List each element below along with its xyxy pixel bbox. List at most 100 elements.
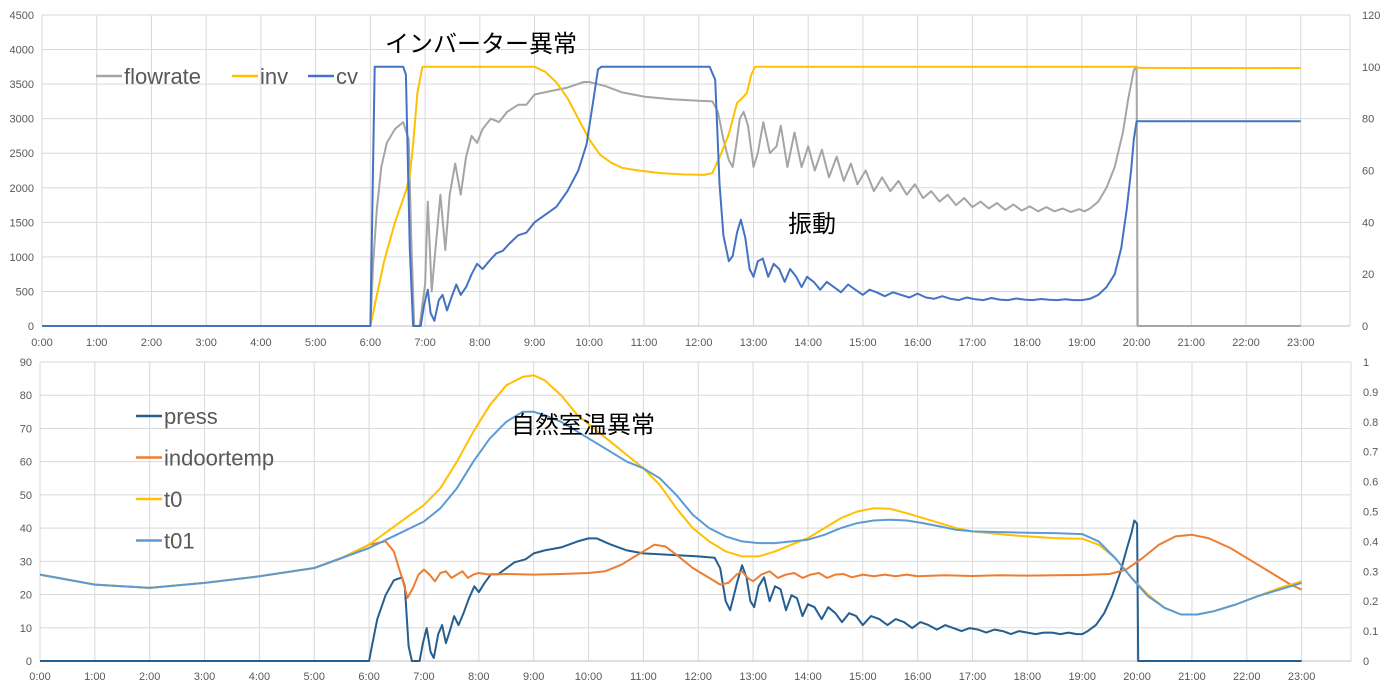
legend: press indoortemp t0 t01 — [136, 404, 274, 554]
x-tick-label: 21:00 — [1178, 671, 1206, 683]
x-tick-label: 20:00 — [1123, 671, 1151, 683]
annotation-text: 振動 — [788, 210, 836, 238]
legend-label-t0: t0 — [164, 487, 182, 512]
x-tick-label: 16:00 — [904, 337, 932, 349]
y2-tick-label: 0.6 — [1363, 477, 1378, 489]
x-tick-label: 13:00 — [739, 671, 767, 683]
x-tick-label: 9:00 — [523, 671, 544, 683]
x-tick-label: 23:00 — [1288, 671, 1316, 683]
x-tick-label: 15:00 — [849, 671, 877, 683]
x-tick-label: 10:00 — [575, 671, 603, 683]
y-tick-label: 20 — [20, 590, 32, 602]
x-tick-label: 7:00 — [413, 671, 434, 683]
x-tick-label: 18:00 — [1014, 671, 1042, 683]
y2-tick-label: 80 — [1362, 114, 1374, 126]
y-tick-label: 1000 — [10, 252, 34, 264]
y-tick-label: 0 — [28, 321, 34, 333]
legend-label-flowrate: flowrate — [124, 64, 201, 89]
x-tick-label: 22:00 — [1232, 337, 1260, 349]
x-tick-label: 13:00 — [740, 337, 768, 349]
series-line-t01 — [39, 410, 1302, 616]
y-tick-label: 10 — [20, 623, 32, 635]
y2-tick-label: 0.1 — [1363, 626, 1378, 638]
y-tick-label: 500 — [16, 286, 34, 298]
x-tick-label: 6:00 — [360, 337, 381, 349]
x-tick-label: 3:00 — [194, 671, 215, 683]
y2-tick-label: 40 — [1362, 217, 1374, 229]
x-tick-label: 5:00 — [304, 671, 325, 683]
x-tick-label: 3:00 — [195, 337, 216, 349]
x-tick-label: 2:00 — [141, 337, 162, 349]
legend-label-press: press — [164, 404, 218, 429]
y2-tick-label: 0.5 — [1363, 507, 1378, 519]
annotation-text: 自然室温異常 — [511, 411, 655, 439]
x-tick-label: 23:00 — [1287, 337, 1315, 349]
x-tick-label: 12:00 — [684, 671, 712, 683]
y-tick-label: 50 — [20, 490, 32, 502]
y2-tick-label: 0.8 — [1363, 417, 1378, 429]
y2-tick-label: 0.4 — [1363, 536, 1378, 548]
y2-tick-label: 120 — [1362, 10, 1380, 22]
x-tick-label: 19:00 — [1068, 337, 1096, 349]
y-tick-label: 30 — [20, 556, 32, 568]
y2-tick-label: 0.9 — [1363, 387, 1378, 399]
x-tick-label: 0:00 — [29, 671, 50, 683]
y2-tick-label: 0 — [1362, 321, 1368, 333]
x-tick-label: 4:00 — [250, 337, 271, 349]
x-tick-label: 5:00 — [305, 337, 326, 349]
y-tick-label: 2500 — [10, 148, 34, 160]
x-tick-label: 17:00 — [959, 671, 987, 683]
legend-label-t01: t01 — [164, 529, 195, 554]
y-tick-label: 70 — [20, 423, 32, 435]
plot-area: 0 10 20 30 40 50 60 70 80 90 0 0.1 0.2 0.3 0.4 0.5 0.6 0.… — [20, 357, 1379, 683]
legend-label-inv: inv — [260, 64, 288, 89]
series-line-flowrate — [42, 65, 1301, 327]
x-tick-label: 20:00 — [1123, 337, 1151, 349]
y2-tick-label: 0 — [1363, 656, 1369, 668]
x-tick-label: 8:00 — [468, 671, 489, 683]
x-tick-label: 22:00 — [1233, 671, 1261, 683]
x-tick-label: 16:00 — [904, 671, 932, 683]
y2-tick-label: 0.7 — [1363, 447, 1378, 459]
chart-bottom-press-temps: 0 10 20 30 40 50 60 70 80 90 0 0.1 0.2 0.3 0.4 0.5 0.6 0.… — [20, 357, 1379, 683]
x-tick-label: 1:00 — [84, 671, 105, 683]
y-tick-label: 80 — [20, 390, 32, 402]
x-tick-label: 8:00 — [469, 337, 490, 349]
x-tick-label: 7:00 — [414, 337, 435, 349]
y-tick-label: 40 — [20, 523, 32, 535]
y-tick-label: 90 — [20, 357, 32, 369]
x-tick-label: 17:00 — [959, 337, 987, 349]
y-tick-label: 4000 — [10, 45, 34, 57]
legend-label-indoortemp: indoortemp — [164, 446, 274, 471]
legend: flowrate inv cv — [96, 64, 358, 89]
x-tick-label: 14:00 — [794, 337, 822, 349]
annotation-text: インバーター異常 — [385, 30, 577, 58]
legend-label-cv: cv — [336, 64, 358, 89]
x-tick-label: 11:00 — [630, 671, 657, 683]
y2-tick-label: 0.3 — [1363, 566, 1378, 578]
y-tick-label: 2000 — [10, 183, 34, 195]
x-tick-label: 2:00 — [139, 671, 160, 683]
x-tick-label: 10:00 — [576, 337, 604, 349]
y-tick-label: 3500 — [10, 79, 34, 91]
x-tick-label: 15:00 — [849, 337, 877, 349]
x-tick-label: 4:00 — [249, 671, 270, 683]
series-line-cv — [42, 65, 1301, 327]
x-tick-label: 1:00 — [86, 337, 107, 349]
y-tick-label: 0 — [26, 656, 32, 668]
x-tick-label: 11:00 — [631, 337, 658, 349]
y2-tick-label: 0.2 — [1363, 596, 1378, 608]
y-tick-label: 60 — [20, 457, 32, 469]
series-line-inv — [42, 65, 1301, 327]
y2-tick-label: 60 — [1362, 166, 1374, 178]
plot-area: 0 500 1000 1500 2000 2500 3000 3500 4000 4500 0 20 4… — [10, 10, 1381, 349]
x-tick-label: 19:00 — [1068, 671, 1096, 683]
x-tick-label: 9:00 — [524, 337, 545, 349]
x-tick-label: 0:00 — [31, 337, 52, 349]
y-tick-label: 3000 — [10, 114, 34, 126]
x-tick-label: 21:00 — [1178, 337, 1206, 349]
y2-tick-label: 20 — [1362, 269, 1374, 281]
x-tick-label: 6:00 — [358, 671, 379, 683]
chart-top-flow-inv-cv: 0 500 1000 1500 2000 2500 3000 3500 4000 4500 0 20 4… — [10, 10, 1381, 349]
